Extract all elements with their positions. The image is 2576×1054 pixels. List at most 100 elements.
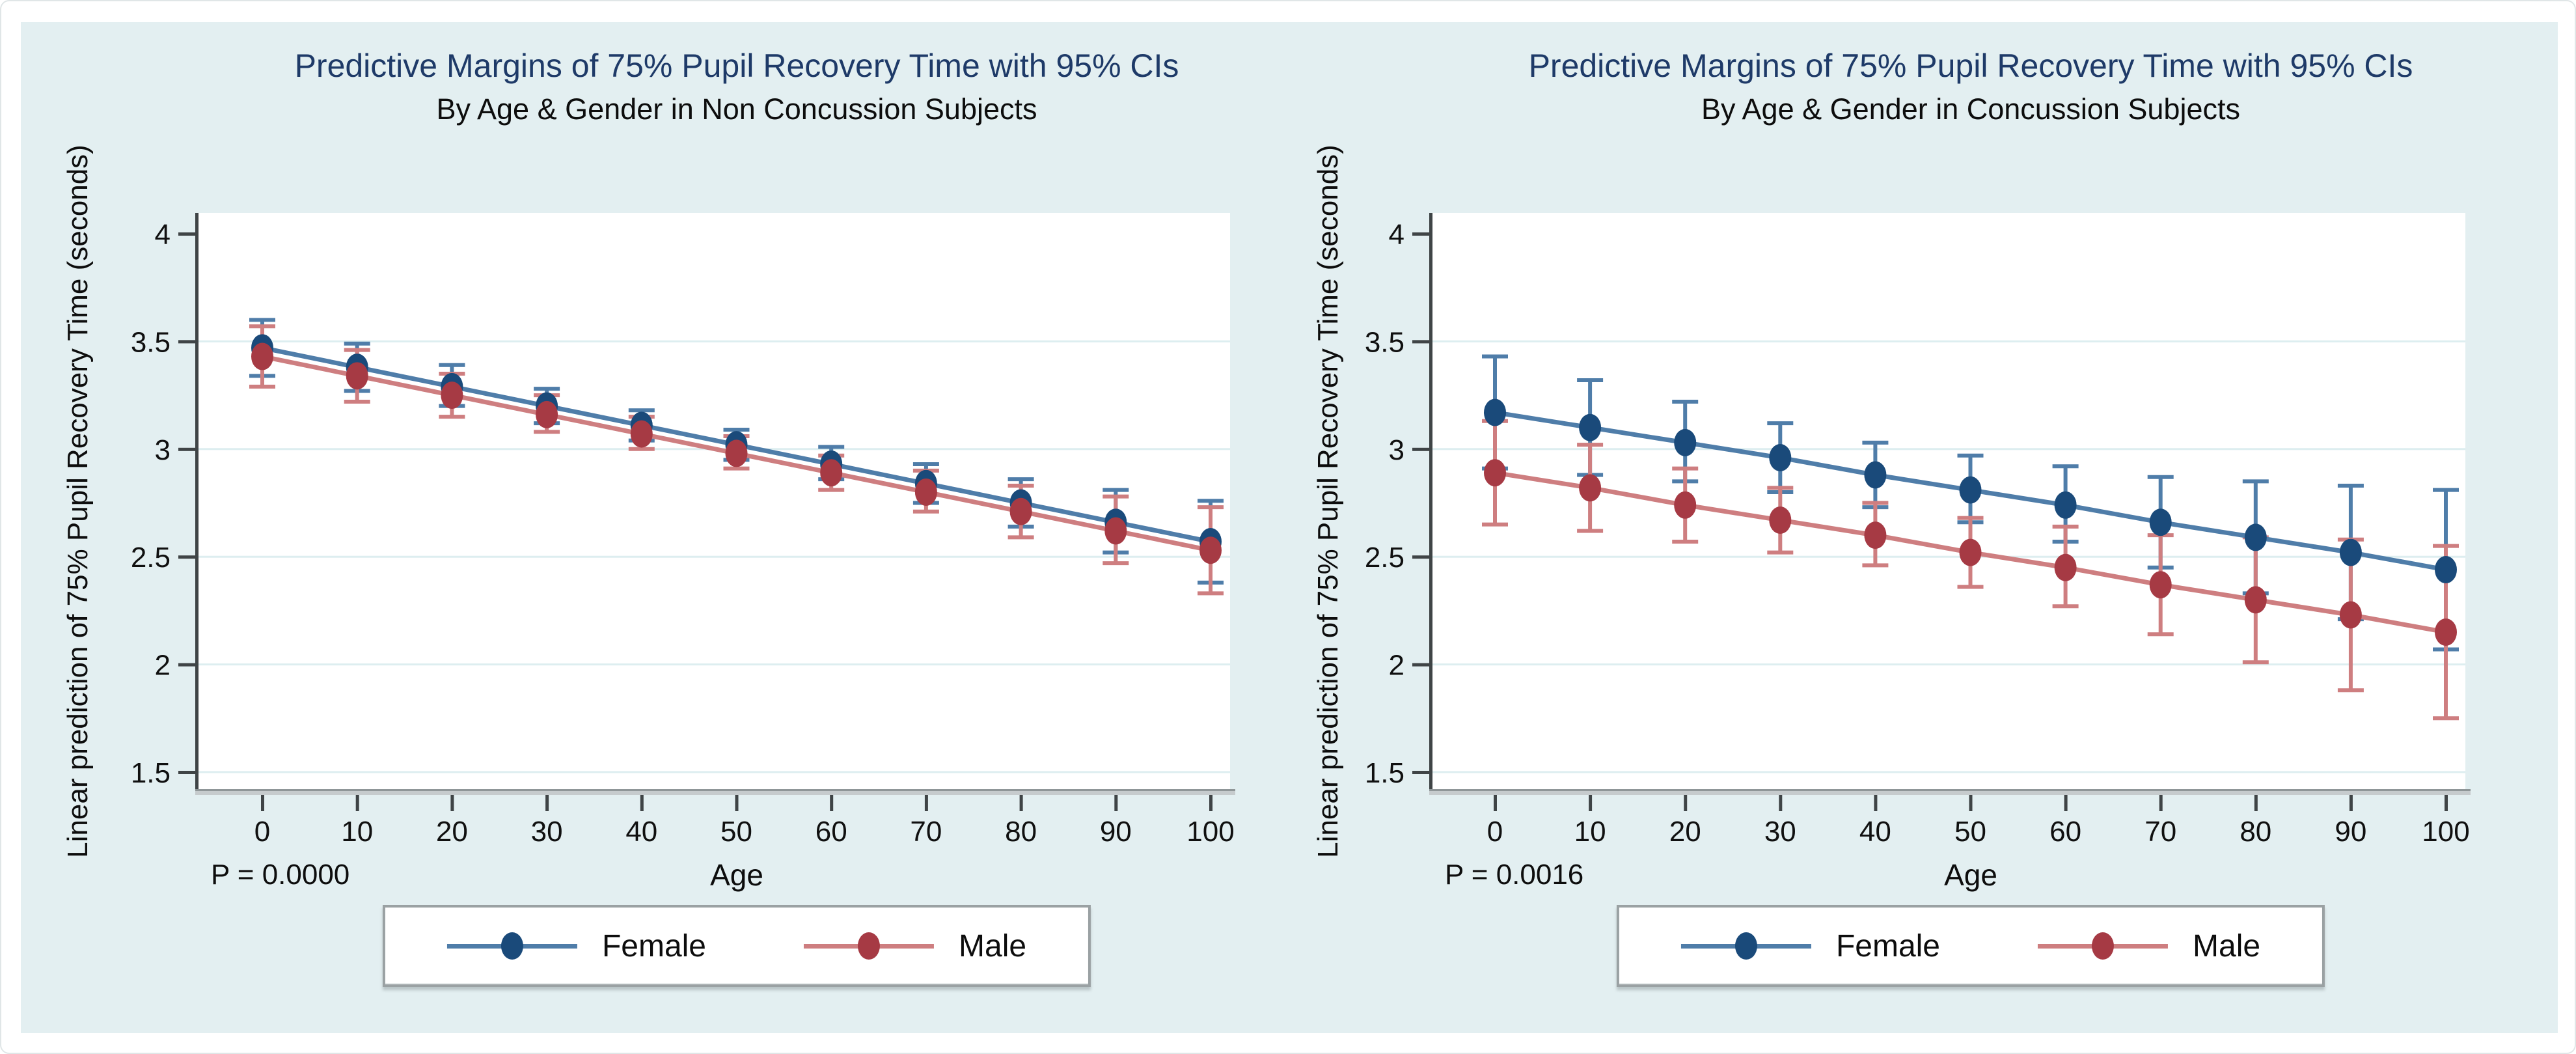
y-tick: [178, 447, 195, 451]
x-tick-label: 70: [910, 816, 942, 848]
data-point-marker: [2054, 553, 2077, 581]
x-tick: [1114, 795, 1118, 811]
data-point-marker: [1199, 536, 1222, 564]
plot-area-concussion: 1.522.533.540 10 20 30 40 50 60 70 80 90 100: [1365, 213, 2471, 848]
x-tick: [1684, 795, 1688, 811]
data-point-marker: [1864, 521, 1887, 549]
x-tick: [1209, 795, 1213, 811]
legend: Female Male: [1616, 905, 2325, 987]
chart-subtitle: By Age & Gender in Concussion Subjects: [1701, 92, 2240, 126]
x-tick-label: 30: [531, 816, 563, 848]
data-point-marker: [2054, 491, 2077, 519]
x-tick: [355, 795, 359, 811]
legend-item-female: Female: [446, 928, 707, 964]
data-point-marker: [536, 400, 558, 428]
data-point-marker: [1484, 398, 1506, 426]
figure-background: 1.5 2 2.5 3 3.5 4 0 10 20 30 40 50 60 70 80 90 100 Predi…: [21, 22, 2558, 1033]
data-point-marker: [630, 420, 653, 448]
y-tick: [1412, 771, 1429, 774]
data-point-marker: [914, 478, 937, 506]
data-point-marker: [2149, 508, 2172, 536]
data-point-marker: [1769, 506, 1792, 534]
x-tick: [2445, 795, 2448, 811]
male-swatch: [804, 930, 935, 962]
data-point-marker: [2339, 601, 2362, 629]
female-marker-icon: [500, 932, 523, 960]
data-point-marker: [441, 381, 463, 409]
data-point-marker: [725, 439, 748, 467]
y-axis-line: [195, 213, 199, 789]
x-tick-label: 50: [1954, 816, 1986, 848]
data-point-marker: [1579, 474, 1602, 502]
y-tick-label: 1.5: [131, 757, 171, 789]
x-tick-label: 30: [1764, 816, 1796, 848]
data-point-marker: [2339, 538, 2362, 566]
x-tick: [450, 795, 454, 811]
chart-title: Predictive Margins of 75% Pupil Recovery…: [294, 48, 1179, 84]
legend-label-female: Female: [601, 928, 707, 964]
x-axis-line: [1429, 789, 2471, 791]
x-tick: [830, 795, 834, 811]
female-marker-icon: [1734, 932, 1757, 960]
male-marker-icon: [858, 932, 881, 960]
x-tick-label: 0: [254, 816, 270, 848]
x-tick: [1589, 795, 1593, 811]
y-tick: [1412, 340, 1429, 344]
y-tick-label: 4: [1389, 219, 1404, 251]
y-tick: [178, 771, 195, 774]
data-point-marker: [1674, 428, 1697, 456]
chart-subtitle: By Age & Gender in Non Concussion Subjec…: [436, 92, 1037, 126]
chart-title: Predictive Margins of 75% Pupil Recovery…: [1528, 48, 2413, 84]
x-axis-line: [195, 789, 1235, 791]
x-tick-label: 20: [436, 816, 468, 848]
x-tick: [2159, 795, 2163, 811]
y-tick-label: 2.5: [131, 542, 171, 574]
data-point-marker: [2435, 556, 2457, 584]
x-tick-label: 40: [1859, 816, 1891, 848]
plot-background: [199, 213, 1230, 789]
legend-item-female: Female: [1680, 928, 1940, 964]
data-point-marker: [1579, 413, 1602, 441]
x-tick-label: 10: [341, 816, 373, 848]
data-point-marker: [820, 459, 843, 487]
y-axis-title: Linear prediction of 75% Pupil Recovery …: [1312, 145, 1344, 858]
x-tick: [545, 795, 549, 811]
legend: Female Male: [382, 905, 1091, 987]
y-tick-label: 3.5: [131, 326, 171, 358]
x-tick: [261, 795, 264, 811]
y-tick: [1412, 447, 1429, 451]
x-tick-label: 90: [2335, 816, 2366, 848]
x-tick: [735, 795, 739, 811]
x-tick-label: 100: [2422, 816, 2469, 848]
data-point-marker: [251, 342, 273, 370]
y-tick: [1412, 663, 1429, 667]
x-tick-label: 50: [720, 816, 752, 848]
x-tick: [1494, 795, 1497, 811]
x-tick: [640, 795, 644, 811]
data-point-marker: [1769, 444, 1792, 472]
data-point-marker: [2244, 586, 2267, 614]
x-tick-label: 90: [1100, 816, 1132, 848]
male-swatch: [2038, 930, 2169, 962]
x-tick: [2254, 795, 2258, 811]
legend-label-male: Male: [2193, 928, 2261, 964]
x-tick-label: 40: [625, 816, 657, 848]
chart-non-concussion: 1.5 2 2.5 3 3.5 4 0 10 20 30 40 50 60 70 80 90 100 Predi…: [21, 22, 1289, 1033]
x-axis-title: Age: [1944, 858, 1997, 892]
x-tick-label: 80: [2240, 816, 2271, 848]
x-tick-label: 20: [1669, 816, 1701, 848]
x-tick-label: 10: [1574, 816, 1606, 848]
x-tick: [1969, 795, 1973, 811]
data-point-marker: [1484, 459, 1506, 487]
x-axis-line-shade: [1429, 791, 2471, 795]
y-axis-title: Linear prediction of 75% Pupil Recovery …: [62, 145, 94, 858]
data-point-marker: [2435, 618, 2457, 646]
data-point-marker: [346, 362, 368, 390]
y-tick-label: 3: [155, 434, 171, 466]
data-point-marker: [1104, 517, 1127, 545]
x-tick: [924, 795, 928, 811]
plot-background: [1432, 213, 2465, 789]
legend-item-male: Male: [804, 928, 1026, 964]
y-tick: [178, 555, 195, 559]
data-point-marker: [1864, 461, 1887, 489]
